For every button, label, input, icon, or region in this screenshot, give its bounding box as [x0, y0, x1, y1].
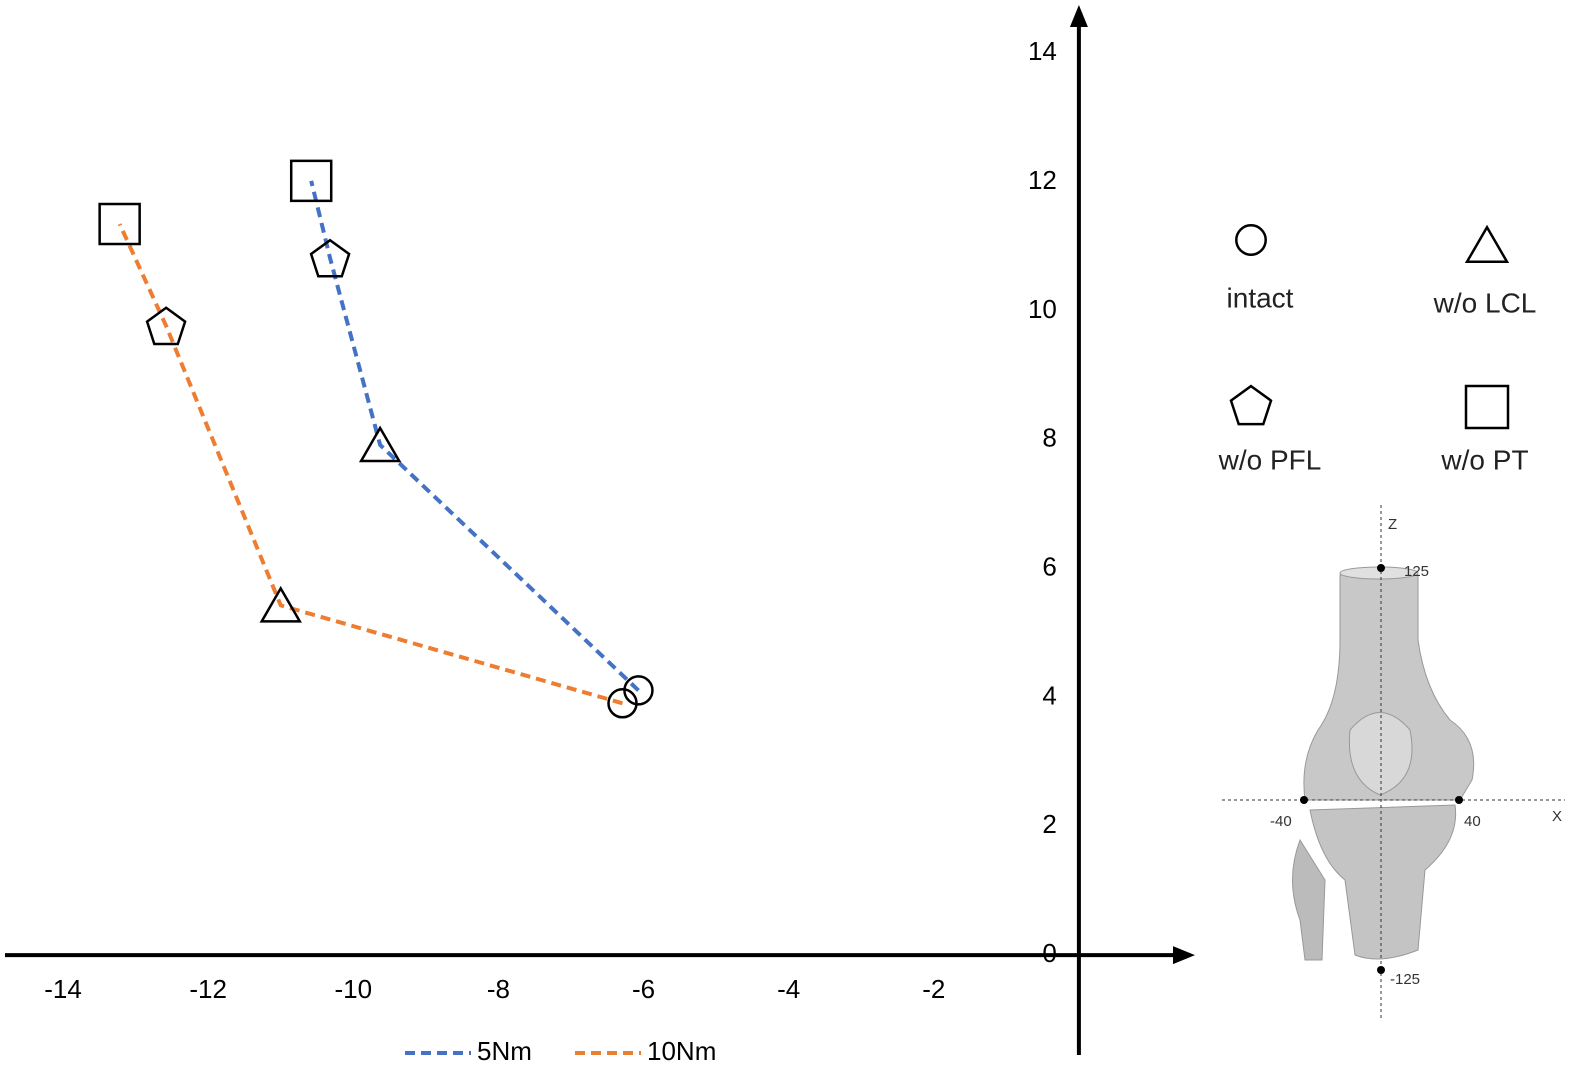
- legend-marker: [1229, 384, 1273, 426]
- inset-point: [1300, 796, 1308, 804]
- y-tick-label: 0: [1042, 938, 1056, 968]
- legend-label: 5Nm: [477, 1036, 532, 1066]
- y-tick-label: 8: [1042, 423, 1056, 453]
- inset-point: [1455, 796, 1463, 804]
- x-tick-label: -8: [487, 974, 510, 1004]
- fibula: [1292, 838, 1326, 961]
- x-tick-label: -6: [632, 974, 655, 1004]
- legend-marker: [1235, 224, 1267, 256]
- marker: [259, 585, 302, 623]
- inset-label: -40: [1270, 813, 1292, 830]
- x-tick-label: -4: [777, 974, 800, 1004]
- x-tick-label: -2: [922, 974, 945, 1004]
- y-tick-label: 10: [1028, 294, 1057, 324]
- y-tick-label: 6: [1042, 552, 1056, 582]
- y-tick-label: 2: [1042, 809, 1056, 839]
- x-tick-label: -14: [44, 974, 82, 1004]
- marker: [289, 159, 333, 203]
- tibia: [1309, 804, 1457, 960]
- legend-label: w/o LCL: [1433, 287, 1537, 318]
- x-tick-label: -12: [189, 974, 227, 1004]
- marker: [358, 425, 402, 463]
- inset-label: X: [1552, 808, 1562, 825]
- legend-marker: [1464, 384, 1510, 430]
- series-line: [309, 180, 640, 692]
- inset-label: Z: [1388, 516, 1397, 533]
- y-tick-label: 12: [1028, 165, 1057, 195]
- marker: [607, 688, 638, 719]
- legend-label: 10Nm: [647, 1036, 716, 1066]
- y-axis-arrow: [1069, 5, 1088, 27]
- marker: [98, 202, 141, 246]
- legend-label: w/o PT: [1440, 444, 1528, 475]
- inset-label: 125: [1404, 563, 1429, 580]
- inset-point: [1377, 564, 1385, 572]
- inset-label: -125: [1390, 971, 1420, 988]
- legend-label: w/o PFL: [1218, 444, 1322, 475]
- marker: [145, 306, 187, 346]
- x-axis-arrow: [1173, 946, 1195, 965]
- femur: [1303, 574, 1475, 801]
- legend-label: intact: [1227, 282, 1294, 313]
- marker: [309, 238, 351, 278]
- inset-label: 40: [1464, 813, 1481, 830]
- x-tick-label: -10: [335, 974, 373, 1004]
- series-line: [117, 223, 624, 706]
- knee-inset: Z X 125 -125 -40 40: [1222, 505, 1565, 1020]
- y-tick-label: 14: [1028, 36, 1057, 66]
- y-tick-label: 4: [1042, 680, 1056, 710]
- inset-point: [1377, 966, 1385, 974]
- legend-marker: [1464, 224, 1510, 264]
